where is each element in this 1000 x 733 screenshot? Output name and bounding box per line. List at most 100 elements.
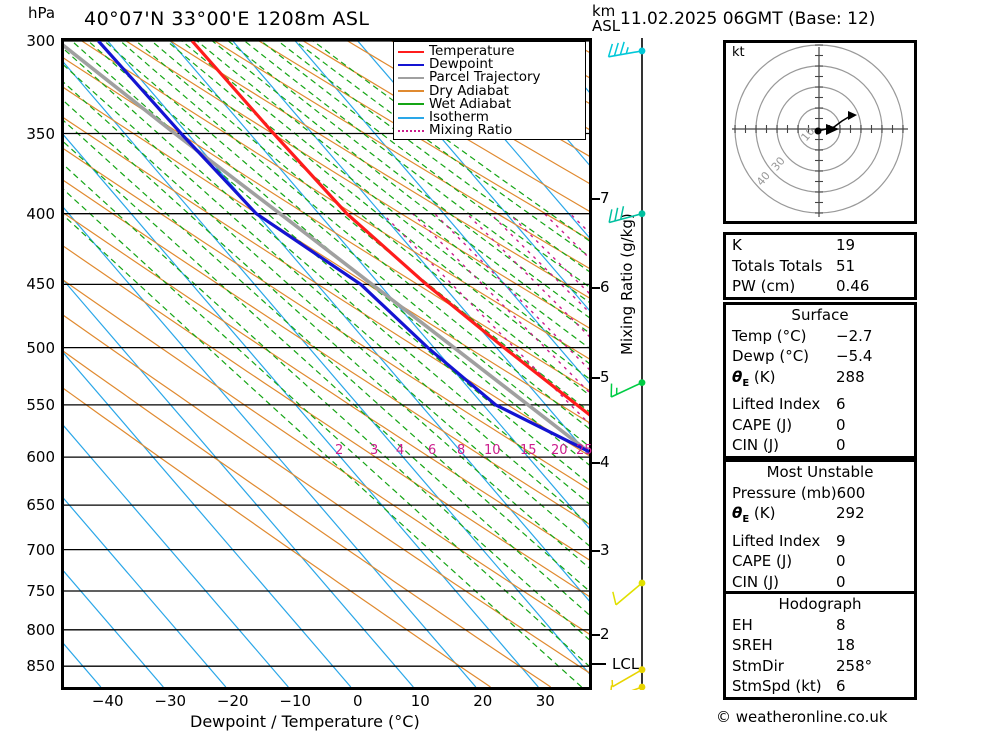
- wet-adiabat-lines: [64, 41, 589, 687]
- legend-swatch: [398, 50, 424, 53]
- lcl-label: LCL: [612, 655, 640, 673]
- lcl-tick-mark: [592, 663, 606, 665]
- altitude-tick: 7: [600, 189, 610, 208]
- pressure-tick: 750: [26, 582, 55, 601]
- temperature-tick: 20: [473, 692, 493, 710]
- panel-row-label: Totals Totals: [732, 256, 823, 275]
- panel-row: θE (K) 288: [726, 367, 914, 395]
- wind-barb: [612, 579, 646, 606]
- legend-item: Dewpoint: [398, 58, 581, 71]
- pressure-unit-label: hPa: [28, 4, 56, 22]
- altitude-tick-mark: [592, 376, 600, 379]
- surface-panel: Surface Temp (°C) −2.7 Dewp (°C) −5.4 θE (K) 2…: [723, 302, 917, 459]
- mixing-ratio-label: 20: [551, 443, 568, 458]
- temperature-tick: −30: [154, 692, 187, 710]
- panel-row-value: 6: [836, 395, 846, 413]
- panel-row-label: CIN (J): [732, 572, 780, 591]
- temperature-tick: 0: [352, 692, 363, 710]
- panel-row: CAPE (J) 0: [726, 415, 914, 436]
- isotherm-lines: [64, 41, 589, 687]
- x-axis-title: Dewpoint / Temperature (°C): [190, 712, 420, 731]
- hodograph-stats-panel: Hodograph EH 8 SREH 18 StmDir 258° StmSpd (kt) 6: [723, 591, 917, 700]
- pressure-tick: 800: [26, 620, 55, 639]
- panel-row-value: 6: [836, 677, 846, 695]
- legend-swatch: [398, 76, 424, 79]
- pressure-tick: 400: [26, 204, 55, 223]
- legend-swatch: [398, 63, 424, 66]
- page-title: 40°07'N 33°00'E 1208m ASL: [84, 8, 370, 30]
- chart-legend: Temperature Dewpoint Parcel Trajectory Dry …: [393, 41, 586, 141]
- hodograph-origin-marker: [814, 127, 822, 135]
- legend-swatch: [398, 116, 424, 119]
- mixing-ratio-label: 4: [396, 443, 405, 458]
- panel-row: Lifted Index 9: [726, 531, 914, 552]
- pressure-tick: 600: [26, 448, 55, 467]
- panel-row-label: θE (K): [732, 367, 776, 389]
- pressure-tick: 700: [26, 540, 55, 559]
- skewt-plot-area: [61, 38, 592, 690]
- altitude-tick-mark: [592, 462, 600, 465]
- panel-row: K 19: [726, 235, 914, 256]
- panel-row-value: 9: [836, 531, 846, 550]
- altitude-unit-km: km: [592, 2, 616, 20]
- temperature-tick: −20: [216, 692, 249, 710]
- altitude-unit-label: km ASL: [592, 4, 620, 34]
- legend-label: Temperature: [429, 43, 515, 60]
- wind-barb-column: [600, 38, 710, 700]
- panel-row-value: 51: [836, 256, 856, 275]
- panel-row-value: 600: [836, 483, 866, 502]
- wind-barb: [607, 41, 646, 58]
- legend-item: Mixing Ratio: [398, 123, 581, 137]
- altitude-tick: 3: [600, 540, 610, 559]
- legend-label: Wet Adiabat: [429, 95, 512, 112]
- legend-item: Temperature: [398, 43, 581, 60]
- panel-row-value: 0: [836, 415, 846, 434]
- mixing-ratio-label: 25: [576, 443, 593, 458]
- legend-item: Dry Adiabat: [398, 84, 581, 98]
- legend-swatch: [398, 129, 424, 132]
- panel-row-label: K: [732, 236, 742, 254]
- panel-row-label: PW (cm): [732, 277, 796, 295]
- panel-row: StmDir 258°: [726, 656, 914, 677]
- panel-row-label: EH: [732, 615, 753, 634]
- pressure-tick: 850: [26, 657, 55, 676]
- panel-row-label: Lifted Index: [732, 531, 821, 550]
- panel-row-label: θE (K): [732, 504, 776, 525]
- legend-label: Isotherm: [429, 109, 489, 126]
- storm-motion-arrow: [826, 124, 839, 135]
- panel-row-value: −2.7: [836, 326, 873, 345]
- datetime-header: 11.02.2025 06GMT (Base: 12): [620, 9, 876, 29]
- temperature-tick: 10: [410, 692, 430, 710]
- pressure-tick: 300: [26, 32, 55, 50]
- panel-row: CIN (J) 0: [726, 572, 914, 593]
- panel-heading: Hodograph: [778, 595, 862, 613]
- wind-barb: [608, 206, 646, 224]
- panel-row: CAPE (J) 0: [726, 551, 914, 572]
- pressure-tick: 550: [26, 395, 55, 414]
- wind-barb: [611, 666, 646, 688]
- legend-item: Wet Adiabat: [398, 95, 581, 112]
- panel-row-label: StmDir: [732, 656, 784, 675]
- panel-row: θE (K) 292: [726, 503, 914, 531]
- altitude-tick-mark: [592, 287, 600, 290]
- hodograph-top-arrow: [848, 111, 857, 120]
- pressure-tick: 650: [26, 496, 55, 515]
- legend-swatch: [398, 90, 424, 93]
- panel-row: CIN (J) 0: [726, 435, 914, 456]
- panel-row-label: CAPE (J): [732, 415, 793, 434]
- most-unstable-panel: Most Unstable Pressure (mb) 600 θE (K) 292 Li…: [723, 459, 917, 595]
- panel-row: SREH 18: [726, 635, 914, 656]
- wind-barb: [610, 379, 646, 398]
- legend-item: Parcel Trajectory: [398, 71, 581, 84]
- panel-row: StmSpd (kt) 6: [726, 676, 914, 697]
- legend-label: Dewpoint: [429, 56, 494, 73]
- altitude-tick-mark: [592, 198, 600, 201]
- panel-row-value: 0: [836, 572, 846, 591]
- mixing-ratio-label: 6: [428, 443, 437, 458]
- pressure-tick: 500: [26, 338, 55, 357]
- panel-heading: Most Unstable: [766, 463, 874, 481]
- panel-row: Totals Totals 51: [726, 256, 914, 277]
- altitude-tick-mark: [592, 633, 600, 636]
- panel-row: Temp (°C) −2.7: [726, 326, 914, 347]
- panel-row: EH 8: [726, 615, 914, 636]
